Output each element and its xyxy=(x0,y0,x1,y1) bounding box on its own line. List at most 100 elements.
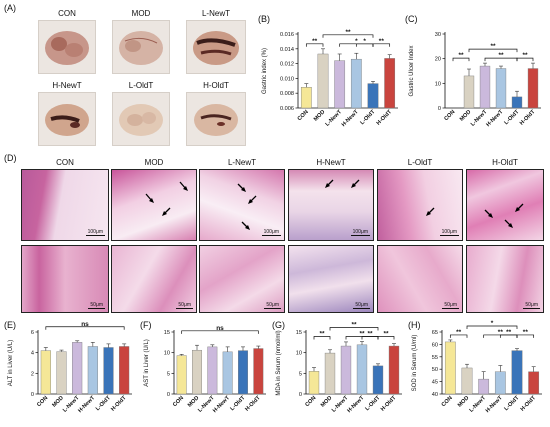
bar xyxy=(324,352,336,395)
significance-bracket xyxy=(516,334,535,338)
histo-image-mod-low xyxy=(111,169,197,241)
bar xyxy=(300,87,312,109)
y-tick-label: 10 xyxy=(164,351,170,357)
x-tick-label: H-OldT xyxy=(520,395,538,413)
significance-label: ** xyxy=(522,52,528,59)
bar xyxy=(511,96,523,109)
y-tick-label: 65 xyxy=(432,330,438,336)
significance-label: * xyxy=(491,320,494,327)
x-tick-label: CON xyxy=(441,395,454,408)
x-tick-label: H-NewT xyxy=(341,109,360,128)
y-tick-label: 50 xyxy=(432,367,438,373)
y-tick-label: 0.016 xyxy=(280,32,294,38)
histo-title-con: CON xyxy=(56,158,74,167)
y-tick-label: 55 xyxy=(432,355,438,361)
y-tick-label: 5 xyxy=(167,371,170,377)
significance-bracket xyxy=(377,336,395,340)
y-tick-label: 0.014 xyxy=(280,47,294,53)
x-tick-label: L-OldT xyxy=(359,109,376,126)
panel-label-e: (E) xyxy=(4,320,16,330)
significance-bracket xyxy=(322,34,374,38)
panel-label-d: (D) xyxy=(4,153,17,163)
bar xyxy=(72,342,83,395)
y-tick-label: 30 xyxy=(435,32,441,38)
bar xyxy=(40,350,51,395)
significance-label: ** xyxy=(367,331,373,338)
photo-title-l-oldt: L-OldT xyxy=(128,81,154,90)
x-tick-label: CON xyxy=(304,395,317,408)
x-tick-label: MOD xyxy=(457,395,470,408)
x-tick-label: L-OldT xyxy=(503,395,520,412)
histo-image-mod-high: 50μm xyxy=(111,245,197,313)
x-tick-label: CON xyxy=(443,109,456,122)
bar xyxy=(461,367,473,395)
y-axis-label: MDA in Serum (nmol/ml) xyxy=(276,330,282,395)
x-tick-label: CON xyxy=(36,395,49,408)
x-tick-label: H-NewT xyxy=(346,395,365,414)
significance-label: ** xyxy=(498,329,504,336)
x-tick-label: H-NewT xyxy=(77,395,96,414)
y-axis-label: SOD in Serum (U/ml) xyxy=(412,335,418,392)
scale-bar-100um: 100μm xyxy=(439,229,459,236)
significance-label: ** xyxy=(506,329,512,336)
significance-bracket xyxy=(516,57,534,62)
bar xyxy=(384,58,396,109)
x-tick-label: MOD xyxy=(313,109,326,122)
stomach-photo-l-oldt xyxy=(112,92,170,146)
bar xyxy=(495,68,507,109)
significance-label: ns xyxy=(216,325,224,332)
histo-title-l-oldt: L-OldT xyxy=(407,158,433,167)
bar xyxy=(87,346,98,395)
significance-label: ** xyxy=(312,38,318,45)
scale-bar-50um: 50μm xyxy=(353,302,370,309)
y-tick-label: 0 xyxy=(299,392,302,398)
scale-bar-50um: 50μm xyxy=(264,302,281,309)
bar xyxy=(340,345,352,395)
scale-bar-100um: 100μm xyxy=(85,229,105,236)
scale-bar-50um: 50μm xyxy=(88,302,105,309)
histo-image-con-high: 50μm xyxy=(21,245,109,313)
bar xyxy=(176,355,187,395)
bar xyxy=(527,68,539,109)
scale-bar-50um: 50μm xyxy=(523,302,540,309)
y-tick-label: 0.012 xyxy=(280,62,294,68)
scale-bar-50um: 50μm xyxy=(442,302,459,309)
significance-bracket xyxy=(45,326,125,330)
x-tick-label: H-OldT xyxy=(244,395,262,413)
y-tick-label: 40 xyxy=(432,392,438,398)
bar xyxy=(317,53,329,109)
x-tick-label: CON xyxy=(172,395,185,408)
y-axis-label: Gastric index (%) xyxy=(262,48,268,94)
bar xyxy=(222,351,233,395)
y-tick-label: 0.008 xyxy=(280,91,294,97)
bar xyxy=(388,345,400,395)
stomach-photo-h-oldt xyxy=(186,92,246,146)
bar xyxy=(444,341,456,395)
y-tick-label: 10 xyxy=(296,351,302,357)
bar xyxy=(463,75,475,109)
bar xyxy=(253,348,264,395)
histo-title-mod: MOD xyxy=(144,158,164,167)
x-tick-label: L-OldT xyxy=(95,395,112,412)
bar xyxy=(528,371,540,395)
significance-label: ** xyxy=(383,331,389,338)
histo-image-con-low: 100μm xyxy=(21,169,109,241)
panel-label-c: (C) xyxy=(405,14,418,24)
histo-image-l-newt-high: 50μm xyxy=(199,245,285,313)
y-tick-label: 2 xyxy=(31,371,34,377)
bar xyxy=(119,346,130,395)
significance-label: ** xyxy=(319,331,325,338)
x-tick-label: H-NewT xyxy=(212,395,231,414)
x-tick-label: H-OldT xyxy=(519,109,537,127)
photo-title-mod: MOD xyxy=(131,9,151,18)
histo-image-h-newt-high: 50μm xyxy=(288,245,374,313)
significance-label: * xyxy=(363,38,366,45)
histo-title-l-newt: L-NewT xyxy=(227,158,256,167)
stomach-photo-con xyxy=(38,20,96,74)
histo-image-h-oldt-high: 50μm xyxy=(466,245,544,313)
y-tick-label: 6 xyxy=(31,330,34,336)
significance-label: ** xyxy=(490,43,496,50)
histo-title-h-oldt: H-OldT xyxy=(492,158,518,167)
